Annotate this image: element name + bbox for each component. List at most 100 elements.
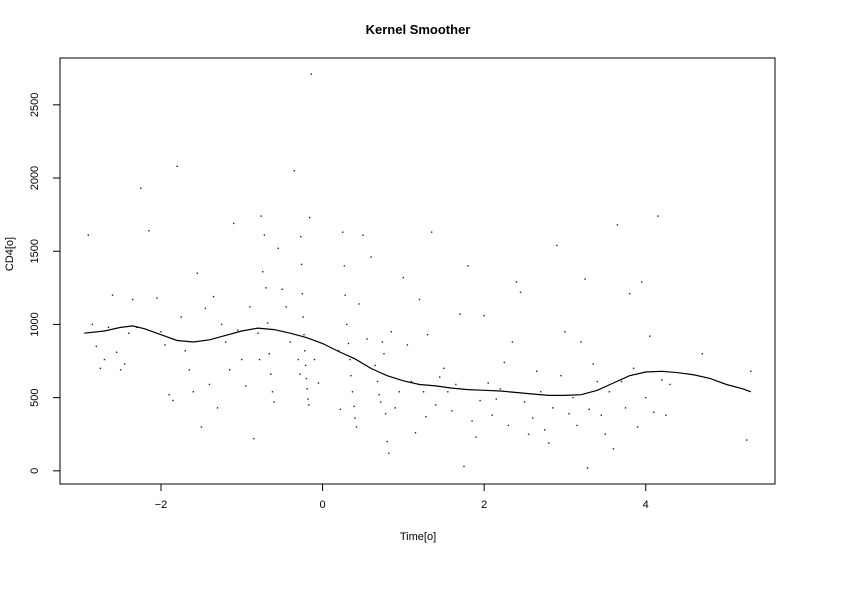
data-point xyxy=(301,292,304,295)
data-point xyxy=(308,216,311,219)
data-point xyxy=(156,297,158,299)
data-point xyxy=(353,405,355,408)
data-point xyxy=(265,287,267,289)
kernel-smoother-line xyxy=(84,325,752,396)
data-point xyxy=(115,351,118,353)
data-point xyxy=(568,413,570,415)
data-point xyxy=(224,341,227,343)
data-point xyxy=(302,316,304,318)
data-point xyxy=(303,333,305,336)
y-axis-label: CD4[o] xyxy=(4,237,16,271)
data-point xyxy=(519,291,522,293)
data-point xyxy=(310,73,312,75)
data-point xyxy=(398,391,401,393)
data-point xyxy=(184,350,186,352)
data-point xyxy=(253,437,255,440)
data-point xyxy=(241,358,243,361)
data-point xyxy=(544,429,546,431)
data-point xyxy=(459,313,461,315)
smoother-line xyxy=(84,325,752,396)
data-point xyxy=(344,294,346,296)
data-point xyxy=(339,408,342,411)
data-point xyxy=(447,391,449,393)
data-point xyxy=(535,370,538,372)
data-point xyxy=(451,410,453,412)
data-point xyxy=(425,415,427,418)
data-point xyxy=(596,380,598,383)
data-point xyxy=(418,298,421,301)
data-point xyxy=(467,265,469,267)
x-tick-label: 2 xyxy=(481,499,487,511)
data-point xyxy=(366,338,368,340)
data-point xyxy=(343,265,346,267)
data-point xyxy=(701,353,703,355)
data-point xyxy=(354,417,356,419)
data-point xyxy=(220,323,223,326)
data-point xyxy=(750,370,752,372)
data-point xyxy=(260,215,262,217)
data-point xyxy=(410,380,413,383)
data-point xyxy=(669,383,671,386)
data-point xyxy=(515,281,518,283)
data-point xyxy=(556,244,558,247)
data-point xyxy=(111,294,114,296)
data-point xyxy=(624,407,627,409)
data-point xyxy=(300,263,303,266)
data-point xyxy=(479,399,481,402)
data-point xyxy=(270,373,272,375)
data-point xyxy=(383,353,385,355)
data-point xyxy=(263,234,266,236)
data-point xyxy=(355,426,358,428)
data-point xyxy=(378,394,380,396)
data-point xyxy=(196,272,199,274)
data-point xyxy=(192,391,195,393)
data-point xyxy=(640,281,643,283)
data-point xyxy=(661,379,663,381)
data-point xyxy=(430,231,433,233)
data-point xyxy=(300,235,302,238)
data-point xyxy=(91,323,94,326)
data-point xyxy=(228,369,231,371)
data-point xyxy=(346,323,348,326)
data-point xyxy=(580,341,582,343)
data-point xyxy=(381,341,384,343)
data-point xyxy=(127,332,130,334)
y-tick-label: 2500 xyxy=(29,93,41,117)
data-point xyxy=(380,401,382,403)
data-point xyxy=(376,380,379,383)
data-point xyxy=(172,399,174,402)
data-point xyxy=(620,380,623,383)
y-axis: 0 500 1000 1500 2000 2500 xyxy=(29,93,61,474)
data-point xyxy=(308,404,310,406)
data-point xyxy=(604,433,607,435)
data-point xyxy=(293,170,295,172)
data-point xyxy=(304,350,306,352)
data-point xyxy=(463,465,465,468)
data-point xyxy=(160,331,162,333)
data-point xyxy=(628,292,631,295)
data-point xyxy=(271,391,274,393)
x-axis: −2 0 2 4 xyxy=(155,483,649,511)
y-tick-label: 500 xyxy=(29,388,41,406)
data-point xyxy=(475,436,477,438)
data-point xyxy=(388,452,390,454)
data-point xyxy=(483,314,485,317)
x-tick-label: −2 xyxy=(155,499,168,511)
data-point xyxy=(257,332,259,334)
data-point xyxy=(87,234,89,236)
data-point xyxy=(665,414,667,416)
data-point xyxy=(268,353,270,355)
data-point xyxy=(107,326,110,329)
data-point xyxy=(168,394,170,396)
data-point xyxy=(406,344,409,346)
data-point xyxy=(600,414,602,416)
data-point xyxy=(245,385,247,387)
data-point xyxy=(306,388,308,390)
data-point xyxy=(443,367,445,370)
data-point xyxy=(362,234,364,236)
data-point xyxy=(249,306,251,308)
data-point xyxy=(262,271,264,273)
data-point xyxy=(313,358,316,361)
